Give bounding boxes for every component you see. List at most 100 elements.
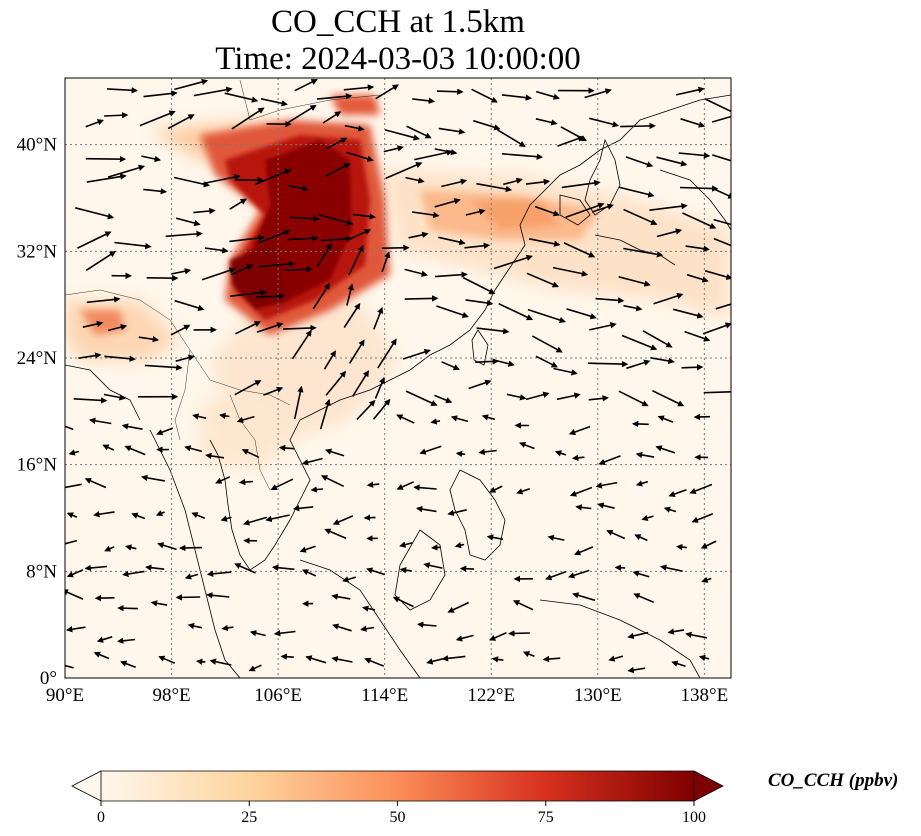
wind-arrow xyxy=(411,211,440,219)
wind-arrow xyxy=(271,564,295,571)
wind-arrow xyxy=(215,476,231,484)
wind-arrow xyxy=(174,299,205,311)
wind-arrow xyxy=(556,392,581,401)
wind-arrow xyxy=(438,127,466,135)
wind-arrow xyxy=(65,539,78,547)
wind-arrow xyxy=(476,182,513,193)
wind-arrow xyxy=(713,218,731,226)
wind-arrow xyxy=(263,386,284,396)
wind-arrow xyxy=(220,515,232,522)
wind-arrow xyxy=(93,651,110,660)
wind-arrow xyxy=(362,605,376,612)
wind-arrow xyxy=(104,545,115,552)
map-frame xyxy=(64,77,732,679)
wind-arrow xyxy=(597,502,615,509)
wind-arrow xyxy=(649,203,688,211)
wind-arrow xyxy=(114,241,152,250)
wind-arrow xyxy=(715,303,731,310)
colorbar-tick-label: 50 xyxy=(390,809,406,826)
wind-arrow xyxy=(202,173,241,185)
wind-arrow xyxy=(352,213,376,220)
wind-arrow xyxy=(73,397,108,404)
wind-arrow xyxy=(587,360,629,368)
colorbar-gradient xyxy=(101,771,694,801)
wind-arrow xyxy=(383,145,404,153)
wind-arrow xyxy=(122,570,145,578)
wind-arrow xyxy=(205,452,225,460)
wind-arrow xyxy=(206,570,232,578)
colorbar-tick-label: 75 xyxy=(538,809,554,826)
wind-arrow xyxy=(283,324,317,332)
wind-arrow xyxy=(650,357,675,365)
wind-arrow xyxy=(108,324,128,332)
wind-arrow xyxy=(534,205,560,217)
wind-arrow xyxy=(473,119,501,131)
wind-arrow xyxy=(145,564,165,571)
wind-arrow xyxy=(712,154,731,162)
wind-arrow xyxy=(192,413,207,420)
wind-arrow xyxy=(325,370,347,396)
wind-arrow xyxy=(301,457,323,466)
wind-arrow xyxy=(642,330,673,348)
wind-arrow xyxy=(86,173,127,183)
wind-arrow xyxy=(65,662,74,669)
wind-arrow xyxy=(184,445,203,453)
wind-arrow xyxy=(141,474,165,482)
wind-arrow xyxy=(464,242,491,249)
wind-arrow xyxy=(373,306,384,330)
wind-arrow xyxy=(191,512,206,519)
wind-arrow xyxy=(415,505,437,513)
wind-arrow xyxy=(623,208,658,226)
wind-arrow xyxy=(206,592,230,599)
wind-arrow xyxy=(85,119,105,128)
wind-arrow xyxy=(174,176,211,188)
wind-arrow xyxy=(310,486,323,493)
wind-arrow xyxy=(686,273,709,283)
lat-tick-label: 16°N xyxy=(17,455,58,476)
wind-arrow xyxy=(471,88,498,103)
wind-arrow xyxy=(623,247,664,258)
wind-arrow xyxy=(332,623,352,632)
wind-arrow xyxy=(678,152,711,159)
wind-arrow xyxy=(417,621,437,628)
wind-arrow xyxy=(319,398,331,430)
wind-arrow xyxy=(431,544,441,551)
wind-arrow xyxy=(221,624,234,632)
wind-arrow xyxy=(124,445,146,456)
wind-arrow xyxy=(284,266,313,273)
wind-arrow xyxy=(671,660,686,668)
colorbar-tick-label: 100 xyxy=(682,809,706,826)
wind-arrow xyxy=(301,569,317,577)
wind-arrow xyxy=(430,418,441,425)
wind-arrow xyxy=(175,354,195,362)
wind-arrow xyxy=(235,321,262,335)
wind-arrow xyxy=(66,512,78,519)
wind-arrow xyxy=(234,563,256,574)
colorbar-tick-label: 0 xyxy=(97,809,105,826)
wind-arrow xyxy=(179,544,203,552)
wind-arrow xyxy=(455,450,466,458)
wind-arrow xyxy=(77,231,112,249)
wind-arrow xyxy=(525,391,550,401)
wind-arrow xyxy=(273,630,296,637)
wind-arrow xyxy=(512,600,534,611)
wind-arrow xyxy=(193,86,233,97)
wind-arrow xyxy=(229,234,265,243)
wind-arrow xyxy=(522,651,535,658)
wind-arrow xyxy=(348,339,365,364)
wind-arrow xyxy=(526,178,551,186)
wind-arrow xyxy=(236,415,255,424)
wind-arrow xyxy=(653,292,684,305)
wind-arrow xyxy=(366,481,380,488)
wind-arrow xyxy=(554,450,567,457)
wind-arrow xyxy=(598,455,621,465)
wind-arrow xyxy=(545,570,567,581)
wind-arrow xyxy=(157,542,177,551)
wind-arrow xyxy=(322,111,342,124)
wind-arrow xyxy=(656,156,688,167)
wind-arrow xyxy=(174,78,209,91)
wind-arrow xyxy=(565,202,605,218)
wind-arrow xyxy=(377,338,397,369)
wind-arrow xyxy=(635,480,649,487)
